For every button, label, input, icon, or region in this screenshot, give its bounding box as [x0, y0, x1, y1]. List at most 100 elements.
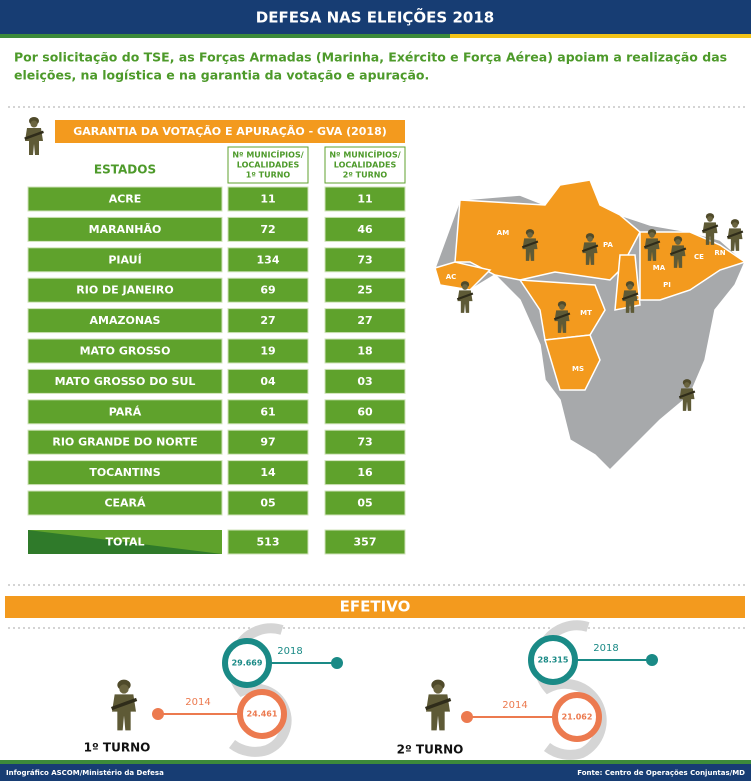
header-stripe-yellow	[450, 34, 751, 38]
table-cell	[324, 368, 406, 394]
table-cell-text: 46	[357, 223, 373, 236]
table-cell	[27, 277, 223, 303]
table-cell-text: 19	[260, 345, 275, 358]
intro-text: eleições, na logística e na garantia da …	[14, 68, 429, 83]
table-cell-text: 05	[260, 497, 275, 510]
table-title: GARANTIA DA VOTAÇÃO E APURAÇÃO - GVA (20…	[73, 125, 387, 138]
table-cell-text: 05	[357, 497, 372, 510]
soldier-icon	[24, 117, 44, 155]
table-cell	[27, 368, 223, 394]
map-ac	[434, 261, 492, 291]
table-cell	[27, 308, 223, 334]
map-label: RN	[714, 249, 725, 257]
table-cell-text: ACRE	[109, 193, 142, 206]
table-cell-text: 134	[257, 253, 280, 266]
column-header-box	[324, 146, 406, 184]
table-cell	[27, 247, 223, 273]
table-cell	[227, 490, 309, 516]
title: DEFESA NAS ELEIÇÕES 2018	[256, 8, 494, 27]
table-cell	[27, 399, 223, 425]
value-text: 21.062	[562, 713, 593, 722]
table-cell-text: 11	[260, 193, 275, 206]
table-cell-text: 18	[357, 345, 372, 358]
table-cell	[227, 529, 309, 555]
table-cell-text: 72	[260, 223, 275, 236]
table-cell	[27, 216, 223, 242]
table-cell	[27, 338, 223, 364]
table-cell	[227, 368, 309, 394]
efetivo-banner	[5, 596, 745, 618]
connector-dot	[152, 708, 164, 720]
map-label: PA	[603, 241, 613, 249]
table-cell	[27, 429, 223, 455]
connector-dot	[331, 657, 343, 669]
map-label: MS	[572, 365, 584, 373]
table-cell-text: RIO DE JANEIRO	[76, 284, 173, 297]
table-cell	[324, 277, 406, 303]
column-header: 2º TURNO	[343, 171, 388, 180]
table-cell-text: 25	[357, 284, 372, 297]
table-cell	[227, 429, 309, 455]
table-cell	[324, 216, 406, 242]
map	[434, 179, 747, 472]
connector-dot	[646, 654, 658, 666]
map-north	[454, 179, 641, 281]
table-cell-text: 69	[260, 284, 275, 297]
table-cell-text: 60	[357, 405, 373, 418]
value-ring	[222, 638, 272, 688]
soldier-icon	[425, 679, 452, 731]
table-cell-text: 73	[357, 436, 372, 449]
table-cell	[324, 490, 406, 516]
table-cell	[227, 460, 309, 486]
value-ring	[552, 692, 602, 742]
year-text: 2018	[593, 643, 618, 654]
year-text: 2018	[277, 646, 302, 657]
table-cell	[324, 338, 406, 364]
table-cell	[227, 247, 309, 273]
footer-left: Infográfico ASCOM/Ministério da Defesa	[6, 769, 164, 777]
value-text: 29.669	[232, 659, 263, 668]
table-cell-text: CEARÁ	[104, 497, 146, 510]
table-cell	[27, 186, 223, 212]
table-cell-text: 27	[260, 314, 275, 327]
column-header: 1º TURNO	[246, 171, 291, 180]
table-cell-text: 27	[357, 314, 372, 327]
map-label: CE	[694, 253, 704, 261]
table-cell	[227, 338, 309, 364]
table-cell-text: AMAZONAS	[90, 314, 161, 327]
map-label: AM	[497, 229, 509, 237]
table-cell	[324, 186, 406, 212]
map-label: MA	[653, 264, 666, 272]
map-label: MT	[580, 309, 592, 317]
table-cell	[324, 399, 406, 425]
table-cell	[227, 216, 309, 242]
column-header: LOCALIDADES	[334, 161, 397, 170]
table-cell-text: 97	[260, 436, 275, 449]
footer-stripe	[0, 760, 751, 764]
year-text: 2014	[185, 697, 210, 708]
column-header: LOCALIDADES	[237, 161, 300, 170]
efetivo-title: EFETIVO	[340, 598, 411, 616]
table-cell	[227, 277, 309, 303]
table-cell	[324, 460, 406, 486]
table-cell-text: TOTAL	[105, 536, 144, 549]
table-cell	[227, 308, 309, 334]
header-bar	[0, 0, 751, 34]
table-cell	[324, 529, 406, 555]
table-cell-text: 03	[357, 375, 372, 388]
header-stripe	[0, 34, 751, 38]
table-cell	[324, 429, 406, 455]
map-label: PI	[663, 281, 671, 289]
table-cell-text: TOCANTINS	[89, 466, 160, 479]
column-header: ESTADOS	[94, 163, 156, 177]
table-cell	[324, 247, 406, 273]
table-cell-text: 357	[354, 536, 377, 549]
table-cell-text: MATO GROSSO	[80, 345, 171, 358]
table-cell	[27, 490, 223, 516]
connector-dot	[461, 711, 473, 723]
table-cell-text: 16	[357, 466, 373, 479]
soldier-icon	[726, 219, 744, 251]
column-header: Nº MUNICÍPIOS/	[232, 149, 303, 160]
intro-text: Por solicitação do TSE, as Forças Armada…	[14, 50, 727, 65]
